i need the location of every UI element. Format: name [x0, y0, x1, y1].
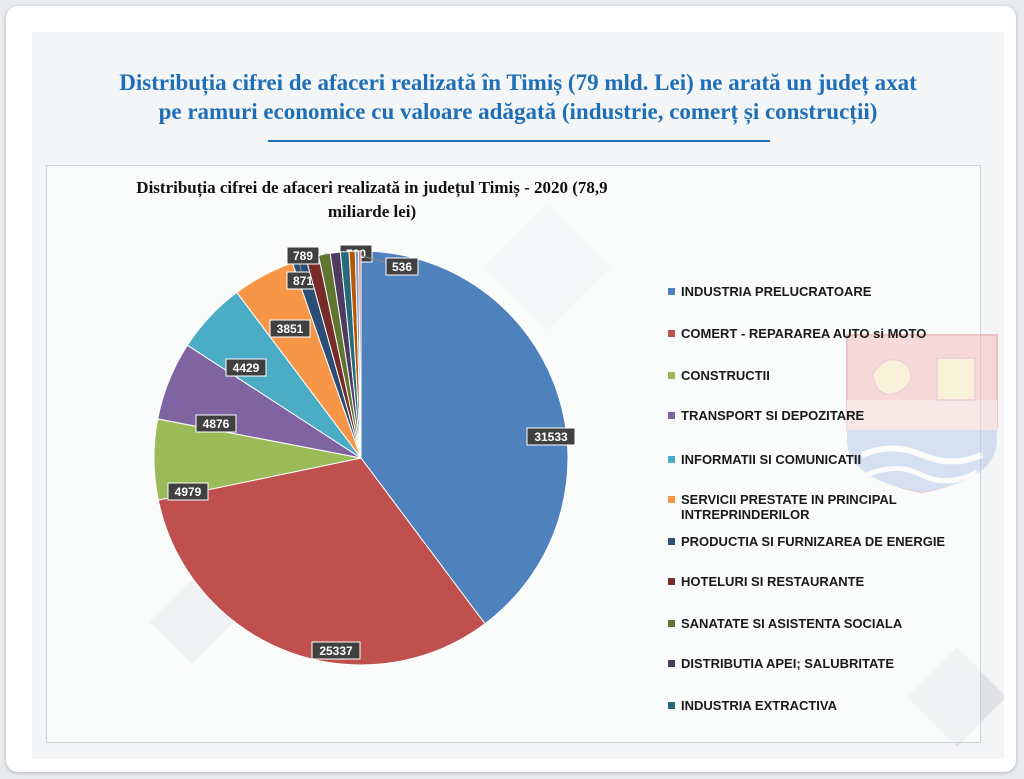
legend-label: PRODUCTIA SI FURNIZAREA DE ENERGIE	[681, 534, 946, 549]
legend-item: HOTELURI SI RESTAURANTE	[668, 574, 971, 589]
legend-item: SERVICII PRESTATE IN PRINCIPAL INTREPRIN…	[668, 492, 971, 522]
legend-item: DISTRIBUTIA APEI; SALUBRITATE	[668, 656, 971, 671]
legend-swatch	[668, 702, 675, 709]
slide-headline: Distribuția cifrei de afaceri realizată …	[32, 68, 1004, 126]
data-label-text: 4876	[203, 417, 230, 431]
data-label: 536	[385, 257, 419, 276]
legend-swatch	[668, 496, 675, 503]
legend-label: COMERT - REPARAREA AUTO si MOTO	[681, 326, 927, 341]
slide-frame: Distribuția cifrei de afaceri realizată …	[6, 6, 1016, 772]
legend-item: CONSTRUCTII	[668, 368, 971, 383]
data-label-box	[385, 257, 419, 276]
data-label-text: 871	[293, 274, 313, 288]
legend-label: HOTELURI SI RESTAURANTE	[681, 574, 865, 589]
legend-label: INFORMATII SI COMUNICATII	[681, 452, 862, 467]
legend-swatch	[668, 288, 675, 295]
legend-item: INDUSTRIA EXTRACTIVA	[668, 698, 971, 713]
data-label: 31533	[526, 427, 576, 446]
legend-label: DISTRIBUTIA APEI; SALUBRITATE	[681, 656, 895, 671]
data-label: 4979	[167, 482, 209, 501]
legend-label: INDUSTRIA PRELUCRATOARE	[681, 284, 872, 299]
pie-chart: 31533253374979487644293851871789720536	[153, 244, 576, 666]
data-label-box	[269, 319, 311, 338]
pie-slice	[157, 457, 486, 666]
legend-swatch	[668, 660, 675, 667]
data-label: 4876	[195, 414, 237, 433]
data-label-text: 789	[293, 249, 313, 263]
data-label-box	[167, 482, 209, 501]
chart-title-line-2: miliarde lei)	[327, 202, 417, 221]
legend-label: SANATATE SI ASISTENTA SOCIALA	[681, 616, 903, 631]
legend-label: TRANSPORT SI DEPOZITARE	[681, 408, 865, 423]
legend-swatch	[668, 372, 675, 379]
data-label: 3851	[269, 319, 311, 338]
legend-swatch	[668, 412, 675, 419]
data-label-text: 4979	[175, 485, 202, 499]
legend-label: INDUSTRIA EXTRACTIVA	[681, 698, 837, 713]
chart-title: Distribuția cifrei de afaceri realizată …	[47, 176, 697, 224]
legend-item: INDUSTRIA PRELUCRATOARE	[668, 284, 971, 299]
legend-swatch	[668, 538, 675, 545]
data-label: 25337	[311, 641, 361, 660]
data-label-box	[195, 414, 237, 433]
chart-title-line-1: Distribuția cifrei de afaceri realizată …	[136, 178, 608, 197]
legend-label: SERVICII PRESTATE IN PRINCIPAL INTREPRIN…	[681, 492, 897, 522]
coat-of-arms-watermark	[846, 334, 998, 494]
data-label-box	[311, 641, 361, 660]
headline-line-1: Distribuția cifrei de afaceri realizată …	[119, 70, 917, 95]
legend-label: CONSTRUCTII	[681, 368, 770, 383]
headline-underline	[268, 140, 770, 142]
legend-swatch	[668, 578, 675, 585]
data-label: 789	[286, 246, 320, 265]
legend-item: INFORMATII SI COMUNICATII	[668, 452, 971, 467]
legend-swatch	[668, 620, 675, 627]
legend-item: PRODUCTIA SI FURNIZAREA DE ENERGIE	[668, 534, 971, 549]
data-label-box	[225, 358, 267, 377]
headline-line-2: pe ramuri economice cu valoare adăgată (…	[158, 99, 878, 124]
data-label-text: 25337	[319, 644, 353, 658]
data-label-text: 3851	[277, 322, 304, 336]
legend-item: SANATATE SI ASISTENTA SOCIALA	[668, 616, 971, 631]
pie-slice	[360, 250, 569, 625]
slide: Distribuția cifrei de afaceri realizată …	[32, 32, 1004, 759]
data-label-text: 4429	[233, 361, 260, 375]
data-label: 4429	[225, 358, 267, 377]
data-label-text: 536	[392, 260, 412, 274]
legend-item: COMERT - REPARAREA AUTO si MOTO	[668, 326, 971, 341]
pie-slice	[358, 250, 362, 459]
data-label-box	[526, 427, 576, 446]
legend-item: TRANSPORT SI DEPOZITARE	[668, 408, 971, 423]
data-label-text: 31533	[534, 430, 568, 444]
legend-swatch	[668, 330, 675, 337]
legend-swatch	[668, 456, 675, 463]
